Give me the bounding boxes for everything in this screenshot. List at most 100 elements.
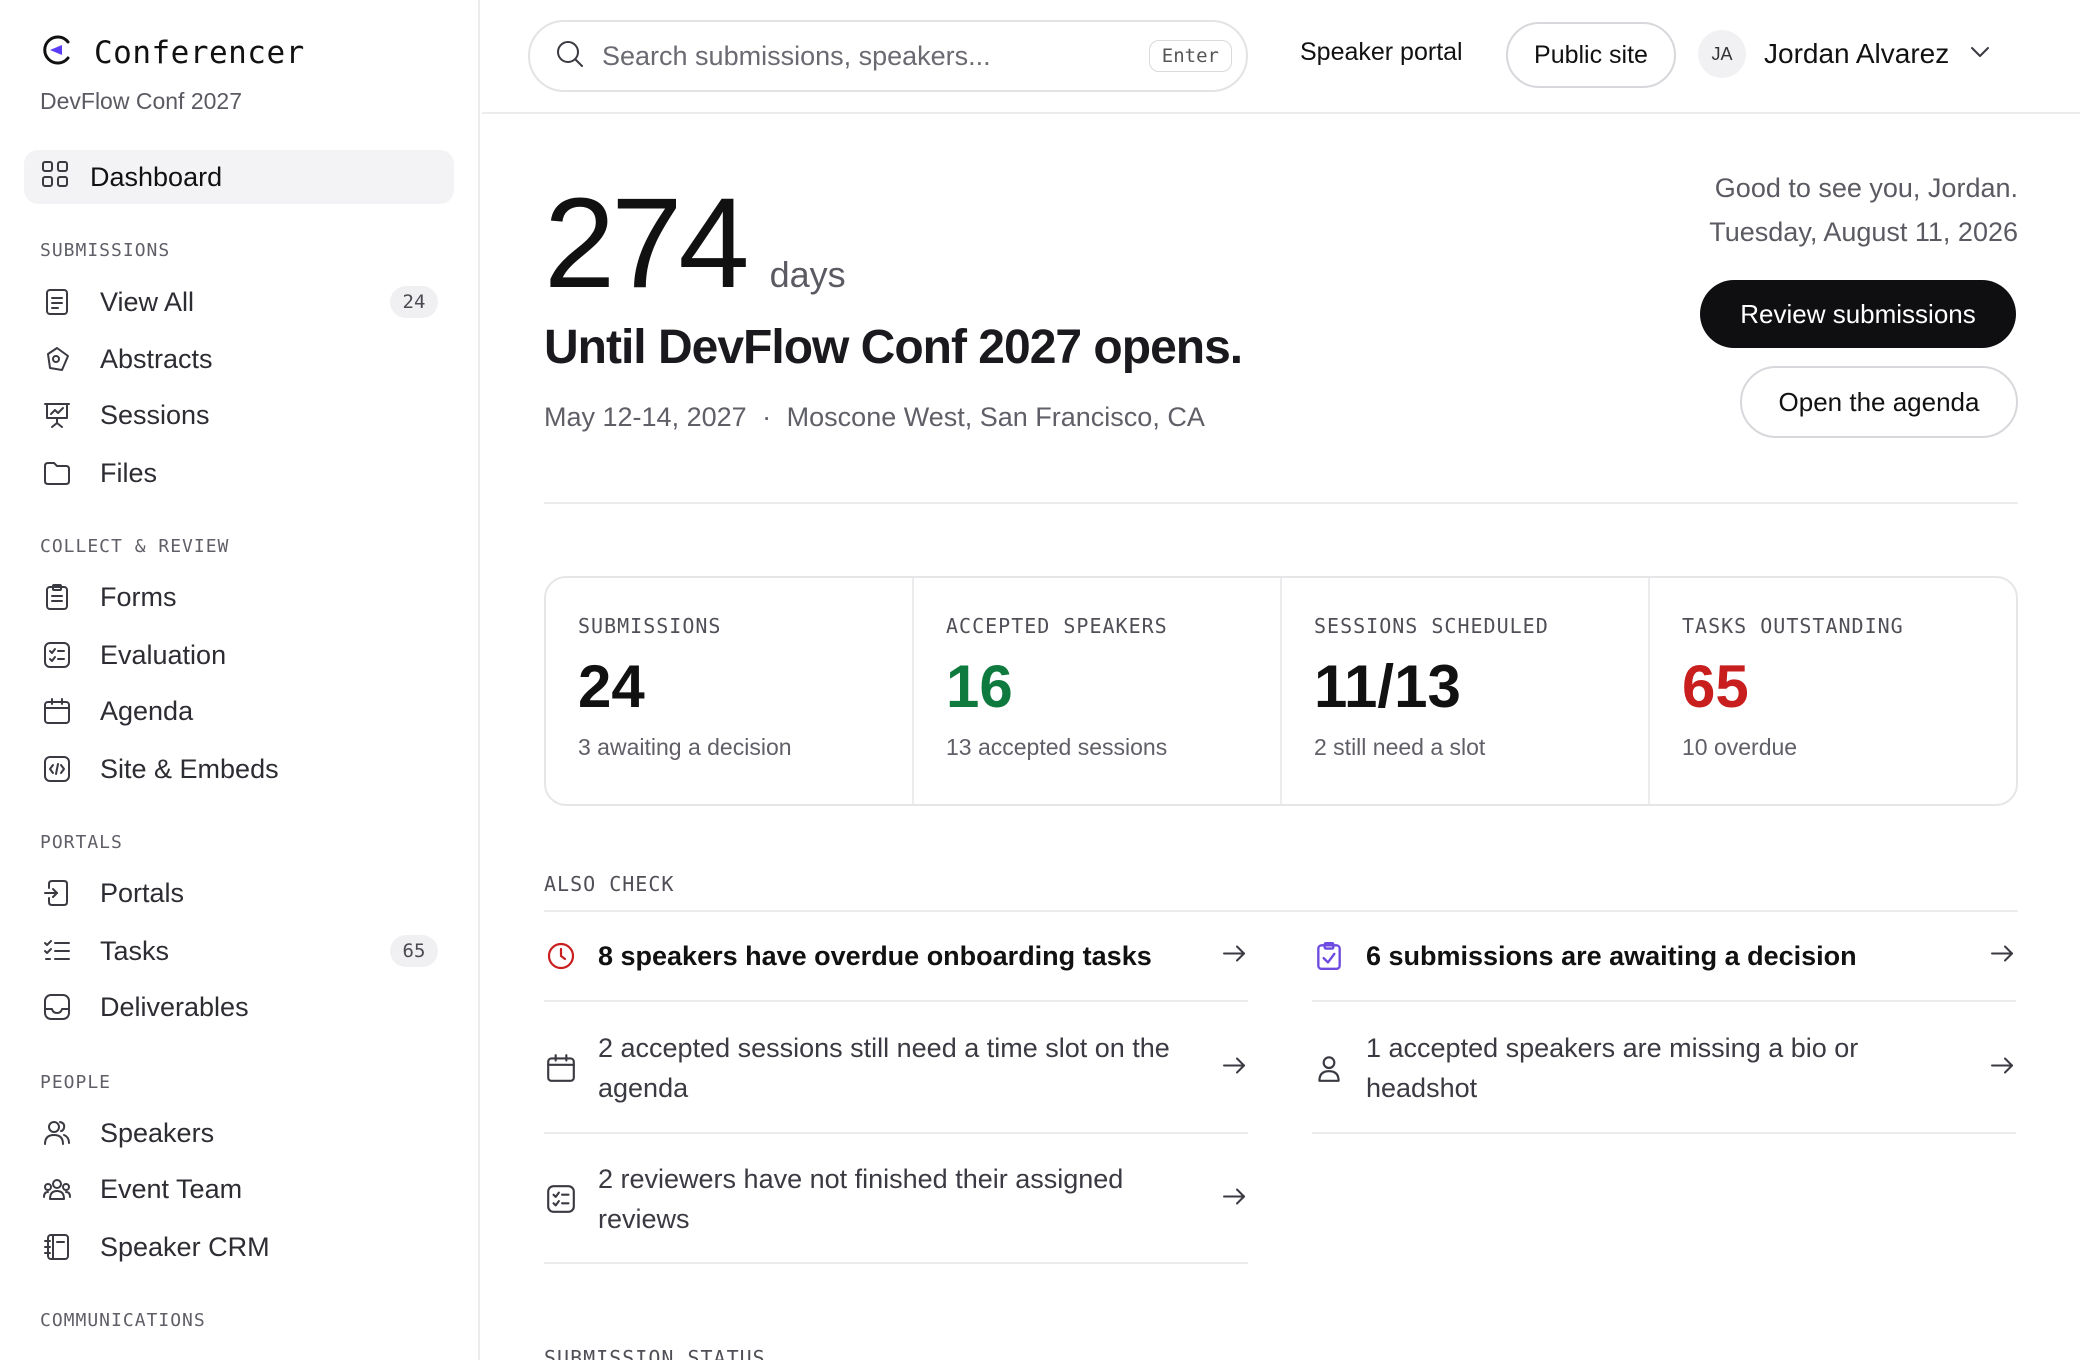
search-icon: [554, 38, 586, 75]
topbar: Search submissions, speakers... Enter Sp…: [482, 0, 2080, 114]
event-dateline: May 12-14, 2027 · Moscone West, San Fran…: [544, 402, 1205, 433]
check-text: 1 accepted speakers are missing a bio or…: [1366, 1033, 1859, 1103]
calendar-icon: [544, 1051, 578, 1085]
check-text: 2 reviewers have not finished their assi…: [598, 1164, 1124, 1234]
avatar: JA: [1698, 30, 1746, 78]
sidebar: Conferencer DevFlow Conf 2027 Dashboard …: [0, 0, 480, 1360]
page-title: Until DevFlow Conf 2027 opens.: [544, 321, 1243, 374]
arrow-right-icon: [1988, 1052, 2016, 1085]
grid-icon: [40, 159, 70, 196]
check-item-awaiting-decision[interactable]: 6 submissions are awaiting a decision: [1312, 912, 2016, 1002]
divider: [544, 502, 2018, 504]
users-icon: [40, 1116, 74, 1150]
stats-panel: SUBMISSIONS 24 3 awaiting a decision ACC…: [544, 576, 2018, 806]
inbox-icon: [40, 990, 74, 1024]
check-item-missing-bio[interactable]: 1 accepted speakers are missing a bio or…: [1312, 1004, 2016, 1134]
stat-value: 16: [946, 653, 1013, 720]
event-dates: May 12-14, 2027: [544, 402, 747, 432]
count-badge: 24: [390, 286, 438, 318]
sidebar-item-label: Dashboard: [90, 161, 223, 192]
sidebar-section-collect-review: COLLECT & REVIEW: [40, 536, 230, 557]
sidebar-item-label: View All: [100, 286, 195, 317]
count-badge: 65: [390, 935, 438, 967]
public-site-button[interactable]: Public site: [1506, 22, 1676, 88]
tag-icon: [40, 342, 74, 376]
check-item-sessions-need-slot[interactable]: 2 accepted sessions still need a time sl…: [544, 1004, 1248, 1134]
sidebar-item-label: Evaluation: [100, 639, 227, 670]
sidebar-item-label: Forms: [100, 581, 177, 612]
presentation-icon: [40, 398, 74, 432]
brand[interactable]: Conferencer: [40, 32, 305, 73]
review-submissions-button[interactable]: Review submissions: [1700, 280, 2016, 348]
sidebar-section-submissions: SUBMISSIONS: [40, 240, 171, 261]
sidebar-item-label: Speakers: [100, 1117, 215, 1148]
user-menu[interactable]: JA Jordan Alvarez: [1698, 30, 1993, 78]
conferencer-logo-icon: [40, 32, 76, 73]
sidebar-item-view-all[interactable]: View All 24: [40, 280, 440, 324]
stat-sessions-scheduled[interactable]: SESSIONS SCHEDULED 11/13 2 still need a …: [1282, 578, 1650, 804]
checklist-icon: [40, 638, 74, 672]
check-text: 2 accepted sessions still need a time sl…: [598, 1033, 1170, 1103]
sidebar-item-tasks[interactable]: Tasks 65: [40, 929, 440, 973]
user-icon: [1312, 1051, 1346, 1085]
stat-submissions[interactable]: SUBMISSIONS 24 3 awaiting a decision: [546, 578, 914, 804]
sidebar-item-deliverables[interactable]: Deliverables: [40, 985, 440, 1029]
portal-icon: [40, 876, 74, 910]
sidebar-item-sessions[interactable]: Sessions: [40, 393, 440, 437]
separator-dot: ·: [762, 402, 772, 432]
sidebar-item-label: Files: [100, 457, 158, 488]
countdown-number: 274: [544, 172, 750, 315]
sidebar-item-label: Site & Embeds: [100, 753, 279, 784]
sidebar-item-site-embeds[interactable]: Site & Embeds: [40, 747, 440, 791]
open-agenda-button[interactable]: Open the agenda: [1740, 366, 2018, 438]
stat-sub: 13 accepted sessions: [946, 734, 1168, 760]
clipboard-icon: [40, 580, 74, 614]
sidebar-item-agenda[interactable]: Agenda: [40, 689, 440, 733]
sidebar-item-speaker-crm[interactable]: Speaker CRM: [40, 1225, 440, 1269]
arrow-right-icon: [1988, 940, 2016, 973]
countdown-unit: days: [769, 254, 846, 295]
arrow-right-icon: [1220, 1052, 1248, 1085]
stat-value: 11/13: [1314, 653, 1461, 720]
stat-sub: 2 still need a slot: [1314, 734, 1486, 760]
check-item-overdue-tasks[interactable]: 8 speakers have overdue onboarding tasks: [544, 912, 1248, 1002]
sidebar-item-label: Speaker CRM: [100, 1231, 270, 1262]
divider: [544, 910, 2018, 912]
check-item-reviewers-unfinished[interactable]: 2 reviewers have not finished their assi…: [544, 1136, 1248, 1264]
also-check-title: ALSO CHECK: [544, 872, 675, 896]
stat-label: SESSIONS SCHEDULED: [1314, 614, 1549, 638]
document-icon: [40, 285, 74, 319]
sidebar-item-abstracts[interactable]: Abstracts: [40, 337, 440, 381]
checklist-icon: [544, 1182, 578, 1216]
sidebar-item-label: Sessions: [100, 399, 210, 430]
today-date: Tuesday, August 11, 2026: [1709, 217, 2018, 247]
stat-value: 65: [1682, 653, 1749, 720]
check-text: 8 speakers have overdue onboarding tasks: [598, 941, 1152, 971]
stat-label: ACCEPTED SPEAKERS: [946, 614, 1168, 638]
submission-status-title: SUBMISSION STATUS: [544, 1346, 766, 1360]
enter-key-hint: Enter: [1148, 40, 1232, 72]
sidebar-section-portals: PORTALS: [40, 832, 123, 853]
greeting-text: Good to see you, Jordan.: [1714, 173, 2018, 203]
search-input[interactable]: Search submissions, speakers... Enter: [528, 20, 1248, 92]
stat-label: TASKS OUTSTANDING: [1682, 614, 1904, 638]
sidebar-item-files[interactable]: Files: [40, 451, 440, 495]
sidebar-item-dashboard[interactable]: Dashboard: [24, 150, 454, 204]
sidebar-item-speakers[interactable]: Speakers: [40, 1111, 440, 1155]
event-venue: Moscone West, San Francisco, CA: [786, 402, 1205, 432]
clipboard-check-icon: [1312, 939, 1346, 973]
sidebar-item-event-team[interactable]: Event Team: [40, 1167, 440, 1211]
sidebar-item-label: Event Team: [100, 1173, 243, 1204]
chevron-down-icon: [1967, 39, 1993, 70]
calendar-icon: [40, 694, 74, 728]
stat-label: SUBMISSIONS: [578, 614, 722, 638]
greeting: Good to see you, Jordan. Tuesday, August…: [1709, 166, 2018, 254]
notebook-icon: [40, 1230, 74, 1264]
stat-tasks-outstanding[interactable]: TASKS OUTSTANDING 65 10 overdue: [1650, 578, 2016, 804]
sidebar-item-forms[interactable]: Forms: [40, 575, 440, 619]
stat-value: 24: [578, 653, 645, 720]
stat-accepted-speakers[interactable]: ACCEPTED SPEAKERS 16 13 accepted session…: [914, 578, 1282, 804]
sidebar-item-evaluation[interactable]: Evaluation: [40, 633, 440, 677]
speaker-portal-link[interactable]: Speaker portal: [1300, 38, 1463, 66]
sidebar-item-portals[interactable]: Portals: [40, 871, 440, 915]
